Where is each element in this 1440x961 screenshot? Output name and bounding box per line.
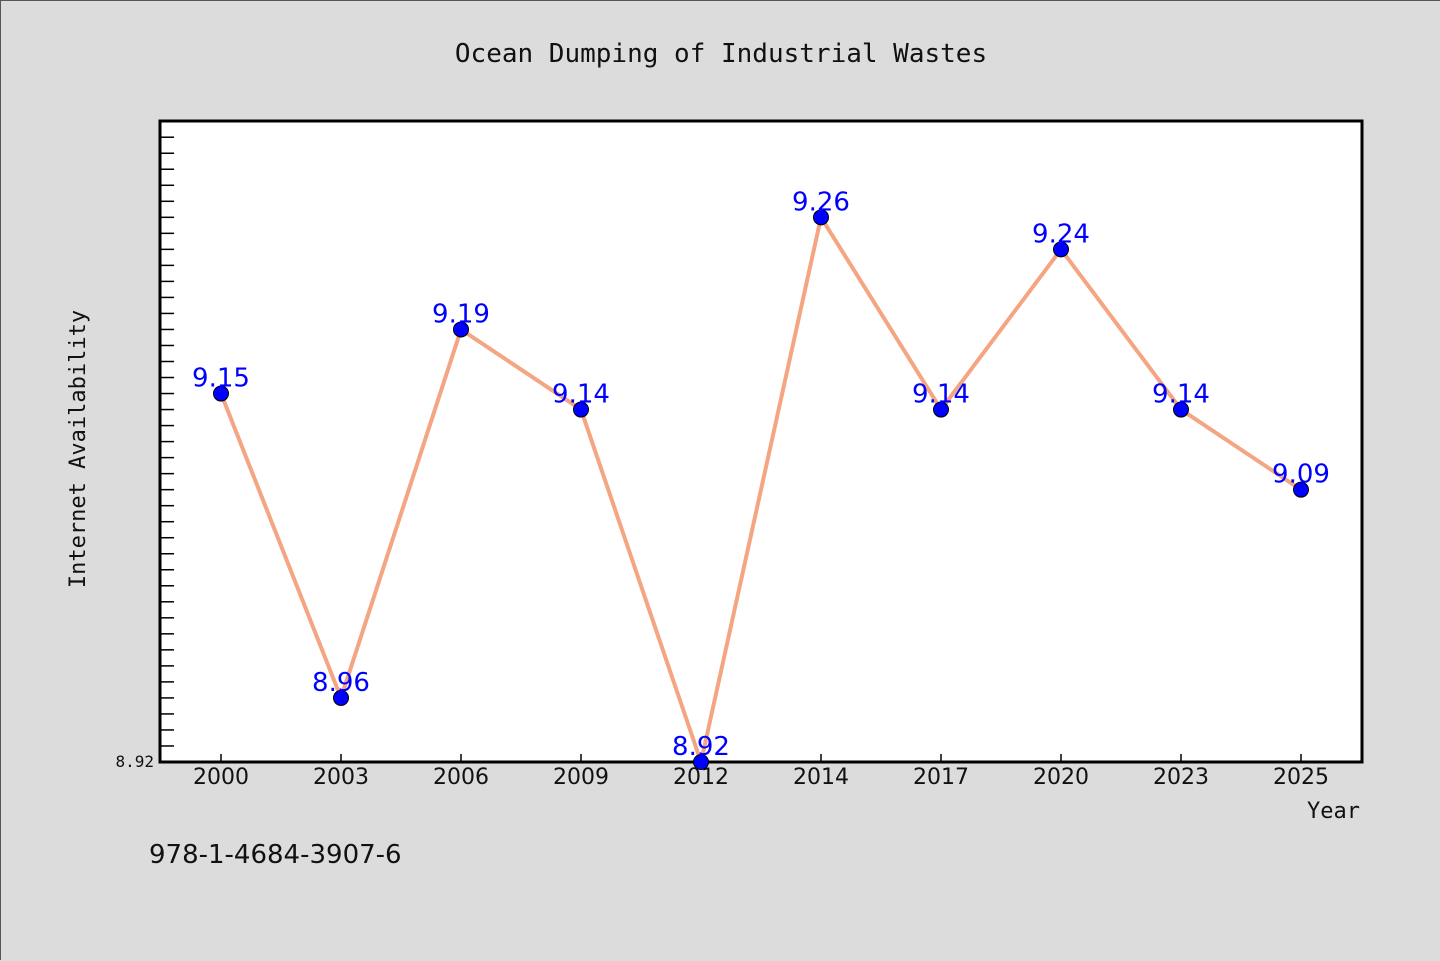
y-axis-ticks (160, 120, 174, 763)
data-label: 8.96 (312, 668, 370, 698)
x-tick-label: 2003 (313, 765, 369, 790)
data-label: 9.14 (1152, 380, 1210, 410)
plot-area (158, 119, 1364, 764)
data-point (933, 401, 949, 418)
data-point (333, 689, 349, 706)
data-point (573, 401, 589, 418)
data-point (1293, 481, 1309, 498)
x-axis-label: Year (1307, 799, 1360, 824)
chart-title: Ocean Dumping of Industrial Wastes (455, 39, 987, 69)
data-label: 9.15 (192, 364, 250, 394)
data-point (1053, 241, 1069, 258)
isbn-text: 978-1-4684-3907-6 (149, 840, 402, 870)
data-label: 9.09 (1272, 460, 1330, 490)
y-axis-label: Internet Availability (66, 310, 91, 588)
x-tick-label: 2009 (553, 765, 609, 790)
data-point (453, 321, 469, 338)
data-point (1173, 401, 1189, 418)
y-axis-tick-labels: 8.92 (115, 752, 154, 771)
x-tick-label: 2025 (1273, 765, 1329, 790)
data-labels: 9.15 8.96 9.19 9.14 8.92 9.26 9.14 9.24 9.14 9.09 (192, 187, 1330, 762)
x-tick-label: 2000 (193, 765, 249, 790)
x-tick-label: 2014 (793, 765, 849, 790)
data-point (693, 754, 709, 770)
data-label: 9.14 (912, 380, 970, 410)
x-axis-tick-labels: 2000 2003 2006 2009 2012 2014 2017 2020 2023 2025 (193, 765, 1329, 790)
y-tick-label: 8.92 (115, 752, 154, 771)
data-point (813, 209, 829, 226)
data-label: 8.92 (672, 732, 730, 762)
data-point (213, 385, 229, 402)
data-label: 9.14 (552, 380, 610, 410)
x-tick-label: 2020 (1033, 765, 1089, 790)
plot-border (158, 119, 1364, 764)
data-points (213, 209, 1309, 770)
series-line (219, 215, 1303, 764)
x-tick-label: 2023 (1153, 765, 1209, 790)
x-tick-label: 2006 (433, 765, 489, 790)
x-tick-label: 2017 (913, 765, 969, 790)
data-label: 9.26 (792, 187, 850, 217)
data-label: 9.19 (432, 299, 490, 329)
data-label: 9.24 (1032, 219, 1090, 249)
